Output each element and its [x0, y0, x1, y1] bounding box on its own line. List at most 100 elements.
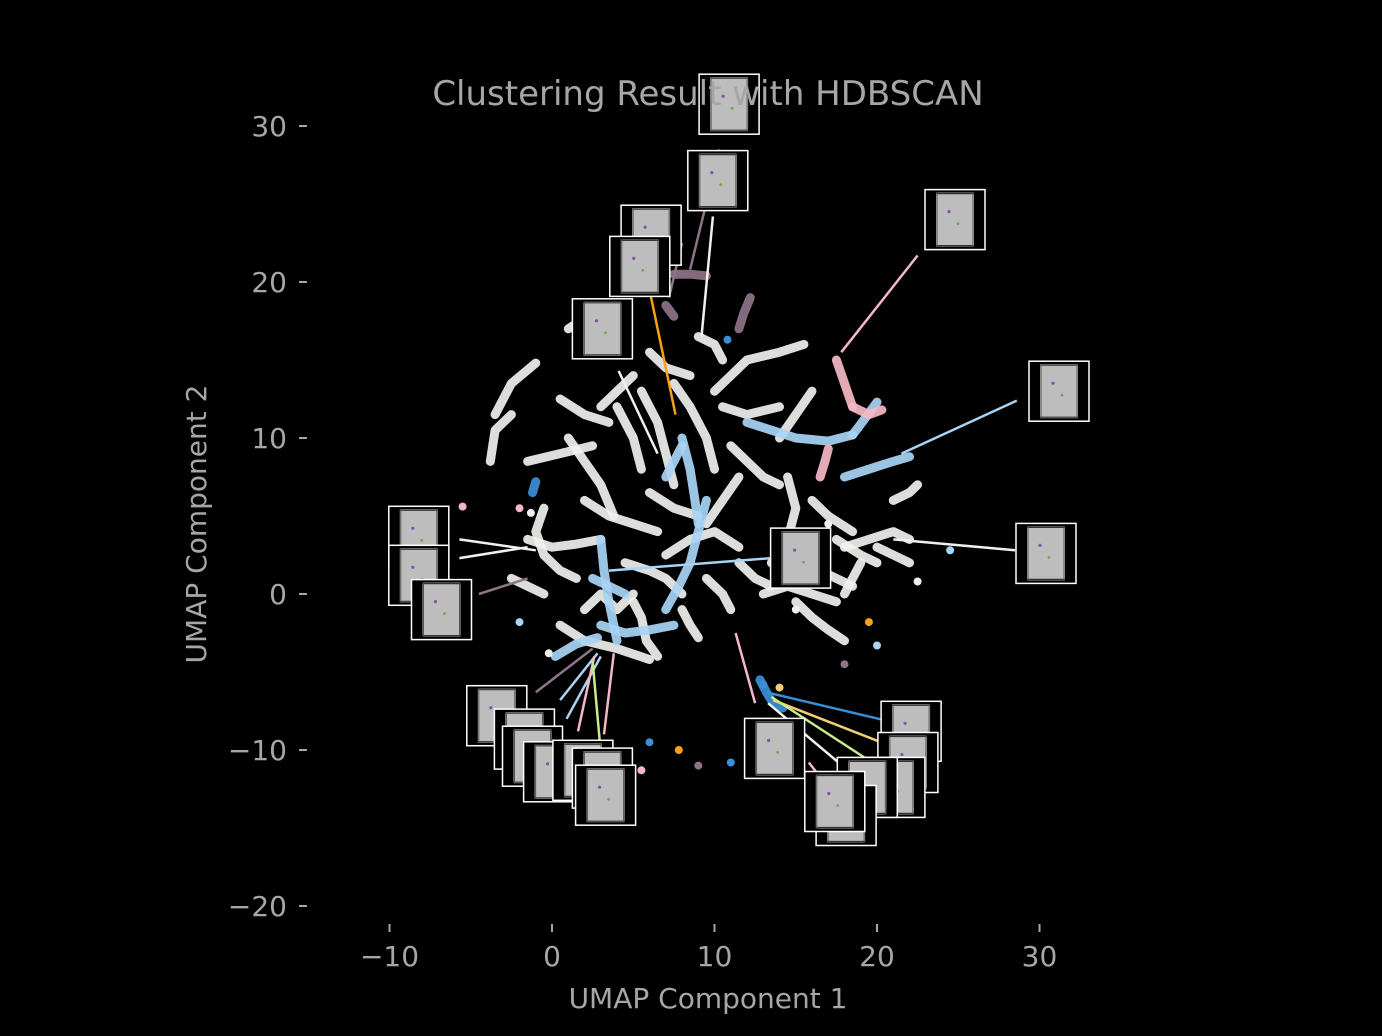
x-tick-label: −10	[360, 940, 419, 973]
thumbnail-image	[804, 770, 866, 833]
cluster-stroke	[588, 573, 630, 599]
thumbnail-image	[574, 764, 637, 826]
cluster-stroke	[669, 269, 711, 281]
cluster-stroke	[528, 477, 541, 498]
thumbnail-link-line	[900, 399, 1018, 455]
x-axis-label: UMAP Component 1	[569, 982, 848, 1015]
data-point	[645, 738, 654, 747]
y-axis-label: UMAP Component 2	[180, 385, 213, 664]
thumbnail-link-line	[559, 652, 599, 701]
data-point	[913, 577, 922, 586]
data-point	[864, 618, 873, 627]
axes-layer: −10 0 10 20 30 −20 −10 0 10 20 30	[228, 110, 1057, 973]
cluster-stroke	[596, 620, 679, 638]
cluster-points-layer	[458, 335, 955, 775]
thumbnail-image	[571, 298, 634, 360]
thumbnail-link-line	[893, 538, 1016, 552]
cluster-stroke	[701, 472, 744, 529]
cluster-stroke	[840, 558, 866, 599]
x-tick-label: 30	[1022, 940, 1058, 973]
cluster-stroke	[693, 332, 728, 365]
cluster-stroke	[742, 417, 858, 446]
thumbnail-link-line	[478, 577, 528, 596]
cluster-stroke	[701, 573, 736, 615]
thumbnail-link-line	[459, 545, 528, 560]
cluster-stroke	[580, 495, 663, 537]
cluster-stroke	[734, 558, 776, 591]
chart-title: Clustering Result with HDBSCAN	[432, 74, 983, 114]
data-point	[946, 546, 955, 555]
cluster-stroke	[485, 410, 516, 466]
thumbnail-link-line	[576, 656, 596, 732]
thumbnail-link-line	[648, 289, 677, 415]
cluster-stroke	[661, 527, 744, 560]
y-tick-label: −20	[228, 890, 287, 923]
thumbnail-link-line	[608, 556, 772, 572]
thumbnail-image	[698, 73, 760, 135]
thumbnail-image	[1028, 360, 1090, 422]
cluster-stroke	[791, 597, 849, 646]
cluster-stroke	[555, 620, 654, 664]
thumbnail-link-line	[602, 653, 616, 735]
cluster-stroke	[596, 371, 638, 412]
y-tick-label: 30	[251, 110, 287, 143]
cluster-stroke	[758, 581, 841, 607]
y-tick-label: 20	[251, 266, 287, 299]
cluster-stroke	[661, 300, 679, 321]
thumbnail-link-line	[591, 660, 603, 754]
data-point	[824, 519, 833, 528]
data-point	[515, 618, 524, 627]
thumbnail-image	[1015, 522, 1077, 585]
cluster-stroke	[840, 452, 914, 482]
thumbnail-link-line	[565, 655, 602, 720]
cluster-stroke	[523, 534, 606, 552]
cluster-stroke	[815, 444, 833, 482]
data-point	[544, 649, 553, 658]
cluster-stroke	[523, 441, 598, 466]
cluster-stroke	[710, 339, 809, 396]
data-point	[873, 641, 881, 650]
data-point	[458, 502, 467, 511]
cluster-stroke	[718, 402, 784, 420]
data-point	[759, 680, 768, 689]
data-point	[723, 335, 732, 344]
data-point	[726, 758, 735, 767]
cluster-stroke	[555, 394, 614, 427]
thumbnails-layer	[388, 73, 1090, 847]
data-point	[791, 605, 800, 614]
y-tick-label: 0	[269, 578, 287, 611]
thumbnail-link-line	[535, 647, 594, 694]
cluster-stroke	[550, 633, 602, 661]
cluster-stroke	[831, 534, 882, 568]
y-tick-label: −10	[228, 734, 287, 767]
thumbnail-link-line	[734, 632, 757, 704]
thumbnail-link-line	[840, 254, 919, 353]
thumbnail-link-line	[767, 702, 849, 772]
cluster-stroke	[872, 542, 914, 568]
thumbnail-image	[769, 527, 832, 589]
cluster-stroke	[645, 488, 703, 521]
cluster-stroke	[669, 378, 719, 474]
cluster-stroke	[726, 441, 784, 490]
thumbnail-image	[687, 149, 749, 212]
thumbnail-link-line	[700, 216, 715, 337]
cluster-stroke	[831, 355, 858, 412]
cluster-stroke	[840, 527, 914, 552]
cluster-stroke	[848, 402, 887, 420]
cluster-stroke	[490, 358, 541, 420]
thumbnail-link-line	[766, 691, 892, 724]
cluster-stroke	[807, 495, 858, 537]
data-point	[840, 660, 849, 669]
thumbnail-image	[609, 235, 671, 298]
x-tick-label: 0	[543, 940, 561, 973]
cluster-stroke	[612, 402, 646, 474]
data-point	[775, 683, 784, 692]
cluster-stroke	[677, 605, 703, 643]
cluster-stroke	[734, 293, 755, 334]
cluster-stroke	[677, 433, 703, 529]
y-tick-label: 10	[251, 422, 287, 455]
cluster-stroke	[888, 480, 923, 505]
thumbnail-link-line	[770, 695, 873, 764]
x-tick-label: 10	[697, 940, 733, 973]
